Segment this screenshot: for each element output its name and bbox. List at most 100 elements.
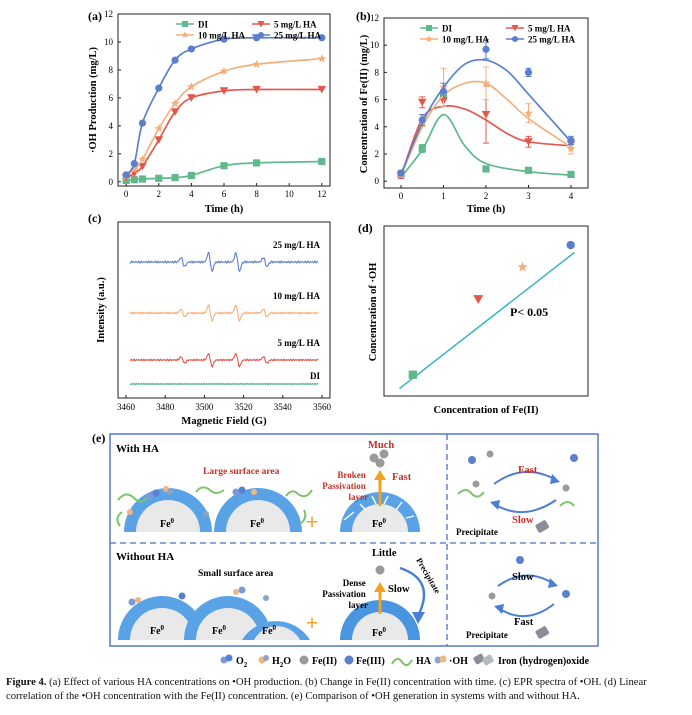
panel-b-xlabel: Time (h) <box>467 204 506 215</box>
legend-marker <box>182 21 188 27</box>
x-tick-label: 6 <box>222 189 227 199</box>
little-label: Little <box>372 548 397 559</box>
data-point <box>219 87 229 95</box>
dense-passivation-particle: Fe0 <box>340 565 426 640</box>
legend-oh-label: ·OH <box>449 656 468 667</box>
panel-e-label: (e) <box>92 431 105 445</box>
x-tick-label: 10 <box>285 189 295 199</box>
spectrum-trace <box>129 304 319 323</box>
panel-a-xlabel: Time (h) <box>205 204 244 215</box>
x-tick-label: 3500 <box>195 402 214 412</box>
fe0-particle-core <box>352 612 408 640</box>
y-tick-label: 8 <box>375 67 380 77</box>
correlation-point <box>408 370 418 379</box>
fe0-particle-core <box>130 608 194 640</box>
precipitate-label: Precipitate <box>414 556 443 595</box>
cycle-arrow-head <box>550 474 560 484</box>
x-tick-label: 3560 <box>313 402 332 412</box>
legend-label: 25 mg/L HA <box>528 35 576 45</box>
data-point <box>186 82 196 91</box>
spectrum-trace <box>129 251 319 273</box>
fe2-ion-icon <box>486 450 494 458</box>
panel-e-frame <box>109 433 599 647</box>
slow-label: Slow <box>512 515 534 526</box>
legend-fe2-label: Fe(II) <box>312 656 337 667</box>
panel-a-series <box>121 34 327 185</box>
fe0-label: Fe0 <box>372 517 387 530</box>
x-tick-label: 3520 <box>235 402 254 412</box>
legend-marker <box>511 25 519 32</box>
data-point <box>318 157 326 166</box>
ha-strand <box>299 509 307 525</box>
panel-b-series <box>396 39 576 180</box>
series-line <box>125 36 322 176</box>
data-point <box>170 108 180 116</box>
fe0-label: Fe0 <box>150 624 165 637</box>
legend-fe3-label: Fe(III) <box>356 656 385 667</box>
data-point <box>138 154 147 164</box>
o2-molecule-icon <box>238 486 246 494</box>
fe0-label: Fe0 <box>250 517 265 530</box>
x-tick-label: 0 <box>124 189 129 199</box>
y-tick-label: 12 <box>370 13 379 23</box>
iron-oxide-icon <box>535 626 549 639</box>
data-point <box>524 166 533 174</box>
fe0-label: Fe0 <box>212 624 227 637</box>
h2o-molecule-icon <box>233 589 239 595</box>
legend-ha-label: HA <box>416 656 432 667</box>
x-tick-label: 4 <box>569 191 574 201</box>
o2-molecule-icon <box>128 598 136 606</box>
data-point <box>482 165 490 173</box>
cycle-arrow-head <box>548 578 558 588</box>
fe2-legend-icon <box>299 655 309 665</box>
data-point <box>317 85 327 94</box>
up-arrow-head <box>374 582 386 592</box>
legend-marker <box>512 36 518 42</box>
fe0-particle-core <box>226 500 290 532</box>
cycle-arrow <box>493 470 557 485</box>
fe2-ion-icon <box>379 449 389 459</box>
h2o-molecule-icon <box>263 595 269 601</box>
x-tick-label: 3480 <box>156 402 175 412</box>
h2o-molecule-icon <box>167 489 173 495</box>
y-tick-label: 10 <box>104 37 114 47</box>
data-point <box>252 59 262 69</box>
data-point <box>418 144 426 153</box>
y-tick-label: 2 <box>375 149 380 159</box>
panel-a-legend: DI 5 mg/L HA 10 mg/L HA 25 mg/L HA <box>176 20 322 41</box>
panel-d-xlabel: Concentration of Fe(II) <box>434 405 539 416</box>
slow-label: Slow <box>512 572 534 583</box>
ha-strand <box>285 489 313 498</box>
fe3-ion-icon <box>562 590 570 598</box>
panel-c: (c) 3460 3480 3500 3520 3540 3560 25 mg/L HA 1… <box>88 211 332 427</box>
panel-c-xlabel: Magnetic Field (G) <box>181 416 267 427</box>
legend-marker <box>181 31 189 39</box>
cycle-arrow-head <box>490 500 500 510</box>
without-ha-particles: Fe0 Fe0 Fe0 <box>118 586 310 640</box>
precipitate-label: Precipitate <box>466 630 508 640</box>
legend-label: 5 mg/L HA <box>528 24 571 34</box>
legend-label: DI <box>442 24 452 34</box>
o2-molecule-icon <box>232 488 240 496</box>
ha-strand <box>457 489 485 498</box>
precipitate-label: Precipitate <box>456 527 498 537</box>
data-point <box>138 119 147 127</box>
spectrum-trace <box>129 382 319 386</box>
x-tick-label: 8 <box>254 189 259 199</box>
fe2-ion-icon <box>375 458 385 468</box>
with-ha-title: With HA <box>116 443 159 455</box>
y-tick-label: 2 <box>109 149 114 159</box>
fit-line <box>398 251 575 390</box>
fe3-ion-icon <box>468 456 476 464</box>
data-point <box>439 87 448 96</box>
panel-c-frame <box>117 221 331 399</box>
y-tick-label: 0 <box>375 176 380 186</box>
cycle-arrow <box>493 499 557 514</box>
data-point <box>138 162 147 171</box>
legend-o2-label: O2 <box>236 656 248 669</box>
fe2-ion-icon <box>562 484 570 492</box>
data-point <box>171 56 179 64</box>
spectrum-label: DI <box>310 371 320 381</box>
legend-h2o-label: H2O <box>272 656 291 669</box>
